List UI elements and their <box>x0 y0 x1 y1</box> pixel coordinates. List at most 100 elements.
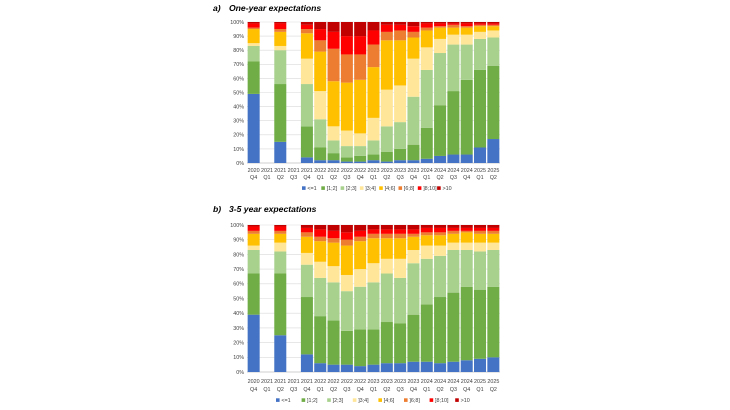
bar-segment <box>487 227 500 231</box>
x-tick-year: 2024 <box>434 168 446 174</box>
legend-label: ]1;2] <box>327 186 338 192</box>
bar-segment <box>300 24 313 30</box>
bar-segment <box>487 37 500 66</box>
y-tick-label: 30% <box>233 326 244 332</box>
bar-segment <box>447 230 460 234</box>
bar-segment <box>340 130 353 147</box>
bar-segment <box>247 314 260 372</box>
x-tick-quarter: Q1 <box>317 175 324 181</box>
legend-label: ]3;4] <box>358 398 369 404</box>
bar-segment <box>340 22 353 37</box>
x-tick-year: 2023 <box>394 379 406 385</box>
legend-swatch <box>301 398 306 402</box>
bar-segment <box>274 230 287 234</box>
y-tick-label: 50% <box>233 90 244 96</box>
bar-segment <box>460 154 473 163</box>
x-tick-quarter: Q3 <box>450 175 457 181</box>
bar-segment <box>407 160 420 163</box>
bar-segment <box>367 282 380 330</box>
bar-segment <box>447 242 460 250</box>
stacked-bar <box>487 225 500 372</box>
bar-segment <box>474 242 487 252</box>
bar-segment <box>274 31 287 46</box>
bar-segment <box>380 31 393 41</box>
stacked-bar <box>407 22 420 163</box>
bar-segment <box>274 84 287 142</box>
bar-segment <box>274 29 287 32</box>
bar-segment <box>394 24 407 31</box>
bar-segment <box>407 58 420 97</box>
bar-segment <box>487 139 500 163</box>
x-tick-quarter: Q4 <box>303 387 310 393</box>
legend-item: <=1 <box>276 398 291 404</box>
bar-segment <box>314 261 327 278</box>
stacked-bar <box>420 22 433 163</box>
bar-segment <box>487 233 500 243</box>
bar-segment <box>314 316 327 364</box>
bar-segment <box>447 22 460 24</box>
legend-swatch <box>327 398 331 402</box>
bar-segment <box>487 249 500 287</box>
stacked-bar <box>354 225 367 372</box>
bar-segment <box>474 38 487 70</box>
y-tick-label: 80% <box>233 252 244 258</box>
bar-segment <box>434 105 447 156</box>
x-tick-year: 2021 <box>274 379 286 385</box>
stacked-bar <box>447 22 460 163</box>
bar-segment <box>474 24 487 27</box>
bar-segment <box>247 29 260 44</box>
bar-segment <box>380 151 393 162</box>
bar-segment <box>247 273 260 315</box>
stacked-bar <box>274 225 287 372</box>
y-tick-label: 40% <box>233 105 244 111</box>
bar-segment <box>447 24 460 28</box>
bar-segment <box>380 273 393 323</box>
bar-segment <box>327 48 340 82</box>
bar-segment <box>447 23 460 25</box>
bar-segment <box>394 85 407 123</box>
bar-segment <box>420 258 433 305</box>
x-tick-year: 2024 <box>434 379 446 385</box>
bar-segment <box>367 225 380 230</box>
stacked-bar <box>447 225 460 372</box>
x-tick-quarter: Q4 <box>250 175 257 181</box>
legend-label: ]8;10] <box>435 398 449 404</box>
stacked-bar <box>394 225 407 372</box>
bar-segment <box>420 225 433 228</box>
legend-swatch <box>302 186 306 190</box>
bar-segment <box>274 242 287 252</box>
x-tick-year: 2025 <box>474 168 486 174</box>
x-tick-quarter: Q4 <box>357 175 364 181</box>
x-tick-quarter: Q3 <box>290 387 297 393</box>
y-tick-label: 10% <box>233 355 244 361</box>
x-tick-quarter: Q3 <box>343 175 350 181</box>
bar-segment <box>367 44 380 68</box>
bar-segment <box>380 258 393 274</box>
y-tick-label: 90% <box>233 34 244 40</box>
bar-segment <box>247 225 260 227</box>
y-tick-label: 100% <box>230 20 244 26</box>
legend-swatch <box>398 186 403 190</box>
bar-segment <box>460 227 473 231</box>
bar-segment <box>274 141 287 163</box>
bar-segment <box>407 314 420 362</box>
bar-segment <box>474 22 487 24</box>
bar-segment <box>367 22 380 31</box>
x-tick-quarter: Q3 <box>343 387 350 393</box>
bar-segment <box>354 155 367 162</box>
bar-segment <box>434 245 447 256</box>
bar-segment <box>247 23 260 28</box>
bar-segment <box>434 227 447 233</box>
bar-segment <box>487 65 500 140</box>
bar-segment <box>407 236 420 250</box>
bar-segment <box>274 273 287 336</box>
bar-segment <box>274 226 287 231</box>
bar-segment <box>367 67 380 118</box>
bar-segment <box>354 225 367 231</box>
bar-segment <box>314 363 327 372</box>
bar-segment <box>394 238 407 259</box>
bar-segment <box>340 161 353 163</box>
bar-segment <box>300 236 313 253</box>
bar-segment <box>434 255 447 298</box>
